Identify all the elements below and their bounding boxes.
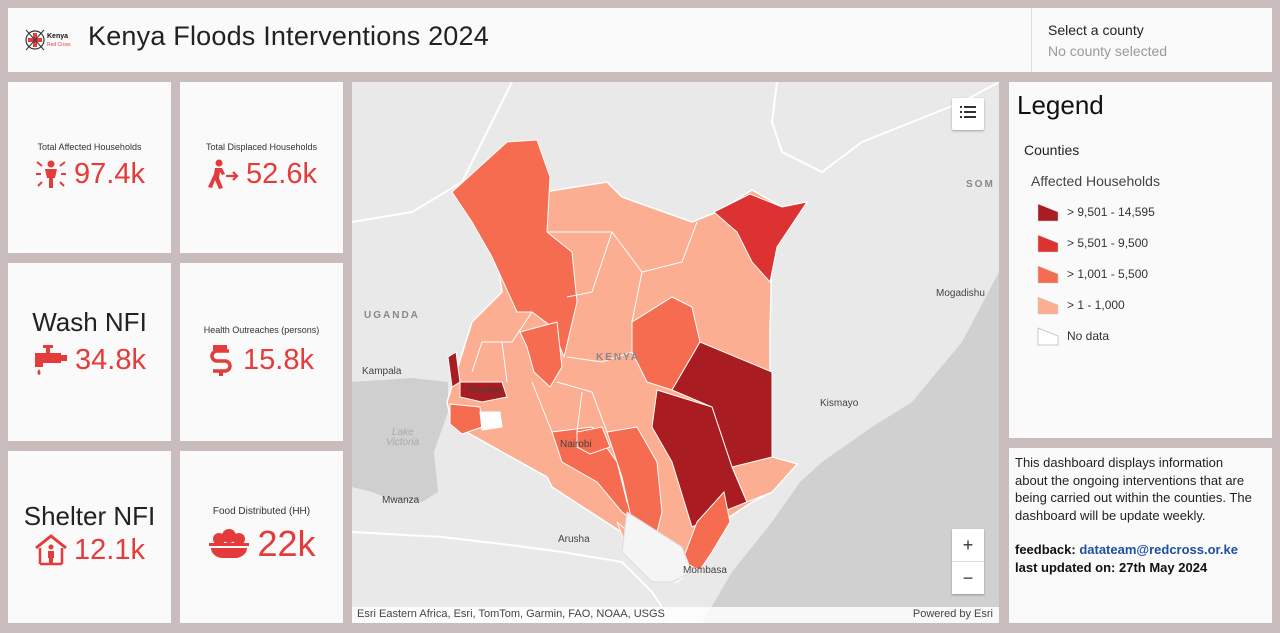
map-view[interactable]: KENYA UGANDA SOM Kampala Kisumu Lake Vic…	[352, 82, 999, 623]
stat-card-wash-nfi: Wash NFI 34.8k	[8, 263, 171, 441]
water-tap-icon	[33, 343, 69, 377]
shelter-icon	[34, 534, 68, 566]
legend-toggle-button[interactable]	[952, 98, 984, 130]
legend-swatch	[1037, 234, 1059, 253]
legend-item-label: No data	[1067, 329, 1110, 343]
map-label-kenya: KENYA	[596, 352, 641, 363]
stat-title: Health Outreaches (persons)	[203, 325, 320, 335]
map-label-kismayo: Kismayo	[820, 398, 859, 409]
feedback-label: feedback:	[1015, 542, 1076, 557]
map-label-victoria: Victoria	[386, 437, 420, 448]
map-label-mwanza: Mwanza	[382, 495, 420, 506]
legend-panel: Legend Counties Affected Households > 9,…	[1009, 82, 1272, 438]
last-updated-line: last updated on: 27th May 2024	[1015, 560, 1207, 575]
map-label-uganda: UGANDA	[364, 310, 420, 321]
stat-title: Shelter NFI	[23, 501, 156, 531]
stat-value: 22k	[257, 523, 316, 564]
attribution-text[interactable]: Esri Eastern Africa, Esri, TomTom, Garmi…	[357, 608, 665, 620]
legend-swatch	[1037, 265, 1059, 284]
stat-card-shelter-nfi: Shelter NFI 12.1k	[8, 451, 171, 623]
map-label-somalia: SOM	[966, 179, 995, 190]
list-icon	[960, 105, 976, 124]
displaced-person-icon	[206, 158, 240, 190]
stat-card-food-distributed: Food Distributed (HH) 22k	[180, 451, 343, 623]
zoom-out-button[interactable]: −	[952, 561, 984, 594]
last-updated-label: last updated on:	[1015, 560, 1116, 575]
stat-title: Total Affected Households	[37, 142, 142, 152]
powered-by-esri[interactable]: Powered by Esri	[912, 608, 993, 620]
svg-text:Kenya: Kenya	[47, 33, 68, 40]
map-label-arusha: Arusha	[558, 534, 590, 545]
map-label-nairobi: Nairobi	[560, 439, 592, 450]
affected-person-icon	[34, 158, 68, 190]
feedback-line: feedback: datateam@redcross.or.ke	[1015, 542, 1238, 557]
legend-swatch	[1037, 327, 1059, 346]
stat-card-health-outreach: Health Outreaches (persons) 15.8k	[180, 263, 343, 441]
basemap	[352, 82, 999, 623]
page-title: Kenya Floods Interventions 2024	[88, 21, 489, 51]
legend-item: > 9,501 - 14,595	[1037, 202, 1155, 222]
last-updated-date: 27th May 2024	[1119, 560, 1208, 575]
kenya-red-cross-logo: Kenya Red Cross	[24, 24, 82, 56]
food-bowl-icon	[207, 528, 251, 560]
health-outreach-icon	[209, 343, 237, 377]
info-description: This dashboard displays information abou…	[1015, 455, 1252, 523]
legend-layer-name: Counties	[1024, 142, 1080, 158]
legend-item: > 5,501 - 9,500	[1037, 233, 1148, 253]
county-selector[interactable]: Select a county No county selected	[1031, 8, 1273, 72]
legend-item: > 1 - 1,000	[1037, 295, 1125, 315]
header-bar: Kenya Red Cross Kenya Floods Interventio…	[8, 8, 1272, 72]
legend-swatch	[1037, 296, 1059, 315]
feedback-email-link[interactable]: datateam@redcross.or.ke	[1079, 542, 1238, 557]
zoom-in-button[interactable]: +	[962, 534, 974, 555]
map-label-lake: Lake	[392, 427, 414, 438]
map-label-mogadishu: Mogadishu	[936, 288, 985, 299]
stat-value: 52.6k	[246, 157, 317, 190]
legend-item: No data	[1037, 326, 1109, 346]
legend-item-label: > 9,501 - 14,595	[1067, 205, 1155, 219]
map-label-kisumu: Kisumu	[468, 385, 502, 396]
legend-item-label: > 1 - 1,000	[1067, 298, 1125, 312]
stat-value: 15.8k	[243, 343, 314, 376]
stat-value: 34.8k	[75, 343, 146, 376]
legend-item-label: > 5,501 - 9,500	[1067, 236, 1149, 250]
legend-item: > 1,001 - 5,500	[1037, 264, 1148, 284]
map-label-kampala: Kampala	[362, 366, 402, 377]
legend-title: Legend	[1017, 90, 1104, 120]
info-panel: This dashboard displays information abou…	[1009, 448, 1272, 623]
stat-title: Wash NFI	[32, 307, 147, 337]
map-attribution: Esri Eastern Africa, Esri, TomTom, Garmi…	[352, 607, 999, 623]
stat-card-total-affected: Total Affected Households 97.4k	[8, 82, 171, 253]
stat-card-total-displaced: Total Displaced Households 52.6k	[180, 82, 343, 253]
stat-title: Food Distributed (HH)	[212, 506, 311, 517]
stat-value: 12.1k	[74, 533, 145, 566]
county-selector-value[interactable]: No county selected	[1048, 43, 1168, 59]
map-label-mombasa: Mombasa	[683, 565, 727, 576]
legend-field-name: Affected Households	[1031, 173, 1160, 189]
county-selector-label: Select a county	[1048, 22, 1144, 38]
zoom-controls: + −	[952, 529, 984, 594]
stat-title: Total Displaced Households	[205, 142, 318, 152]
stat-value: 97.4k	[74, 157, 145, 190]
legend-item-label: > 1,001 - 5,500	[1067, 267, 1149, 281]
legend-swatch	[1037, 203, 1059, 222]
svg-text:Red Cross: Red Cross	[47, 42, 71, 48]
